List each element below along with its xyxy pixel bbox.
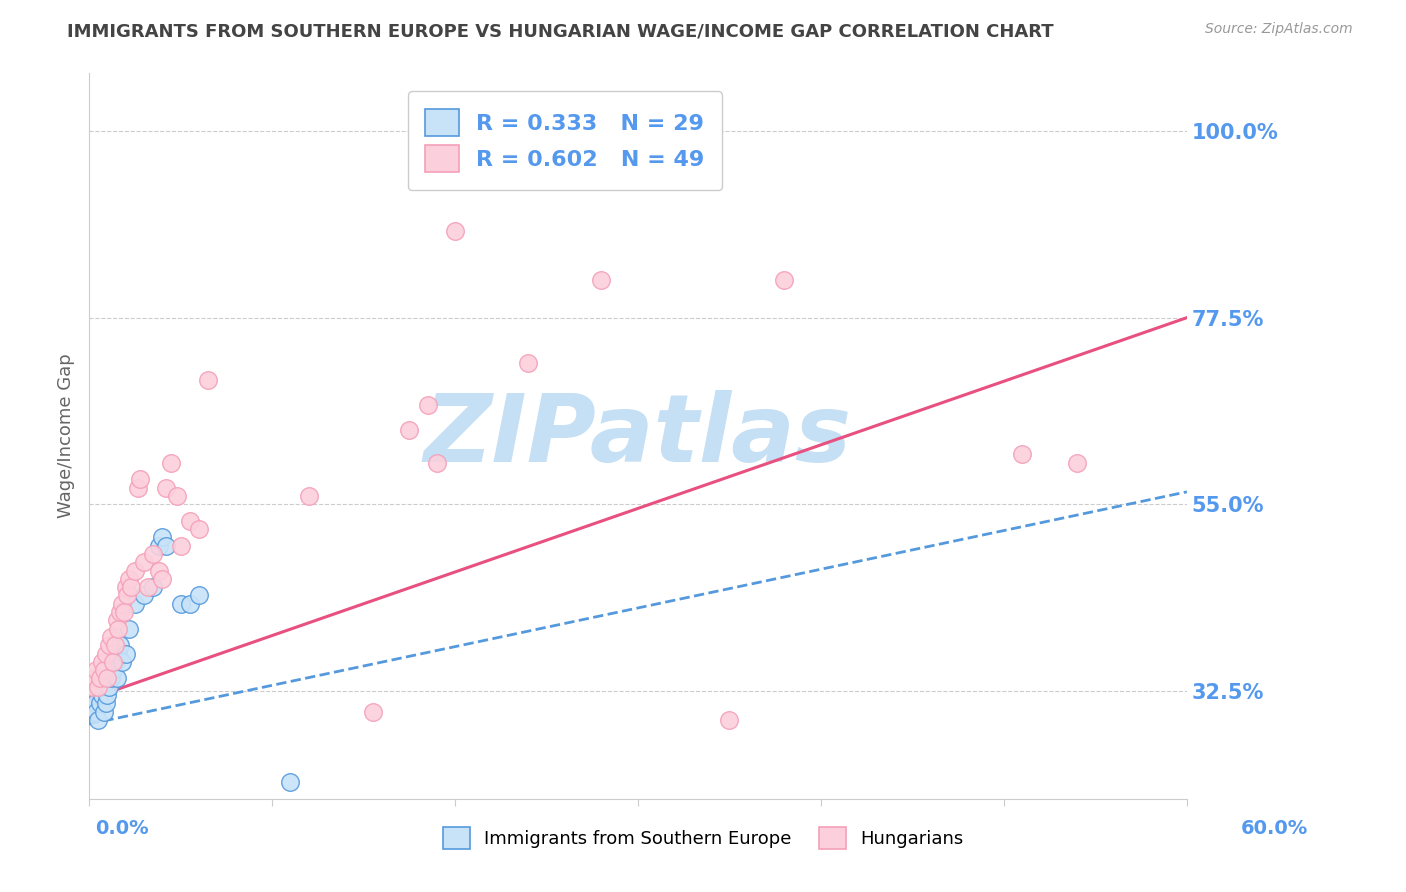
Point bbox=[90, 655, 112, 669]
Point bbox=[1066, 456, 1088, 470]
Point bbox=[98, 680, 121, 694]
Point bbox=[142, 580, 165, 594]
Point bbox=[187, 522, 209, 536]
Point bbox=[112, 605, 135, 619]
Point bbox=[169, 597, 191, 611]
Point bbox=[117, 589, 139, 603]
Text: ZIPatlas: ZIPatlas bbox=[425, 390, 852, 482]
Point bbox=[120, 580, 142, 594]
Point bbox=[129, 472, 152, 486]
Point bbox=[111, 597, 134, 611]
Point bbox=[94, 696, 117, 710]
Point bbox=[197, 373, 219, 387]
Point bbox=[280, 775, 302, 789]
Point bbox=[114, 647, 136, 661]
Point bbox=[127, 481, 149, 495]
Point bbox=[87, 680, 110, 694]
Point bbox=[96, 672, 118, 686]
Point bbox=[111, 655, 134, 669]
Point bbox=[93, 663, 115, 677]
Point bbox=[86, 663, 108, 677]
Y-axis label: Wage/Income Gap: Wage/Income Gap bbox=[58, 353, 75, 518]
Point bbox=[104, 638, 127, 652]
Point bbox=[1011, 448, 1033, 462]
Point bbox=[444, 223, 467, 237]
Point bbox=[132, 555, 155, 569]
Point bbox=[89, 696, 111, 710]
Point bbox=[107, 622, 129, 636]
Point bbox=[591, 273, 613, 287]
Point bbox=[96, 688, 118, 702]
Point bbox=[155, 481, 177, 495]
Point bbox=[101, 655, 124, 669]
Point bbox=[100, 630, 122, 644]
Point bbox=[98, 638, 121, 652]
Point bbox=[101, 663, 124, 677]
Point bbox=[416, 398, 439, 412]
Point bbox=[124, 564, 146, 578]
Point bbox=[187, 589, 209, 603]
Text: Source: ZipAtlas.com: Source: ZipAtlas.com bbox=[1205, 22, 1353, 37]
Point bbox=[148, 564, 170, 578]
Point bbox=[148, 539, 170, 553]
Point bbox=[155, 539, 177, 553]
Point bbox=[83, 696, 105, 710]
Point bbox=[105, 672, 128, 686]
Point bbox=[100, 672, 122, 686]
Point bbox=[108, 605, 131, 619]
Point bbox=[150, 531, 173, 545]
Point bbox=[160, 456, 183, 470]
Point bbox=[118, 622, 141, 636]
Point bbox=[82, 705, 104, 719]
Point bbox=[517, 356, 540, 370]
Text: 0.0%: 0.0% bbox=[96, 820, 149, 838]
Text: IMMIGRANTS FROM SOUTHERN EUROPE VS HUNGARIAN WAGE/INCOME GAP CORRELATION CHART: IMMIGRANTS FROM SOUTHERN EUROPE VS HUNGA… bbox=[67, 22, 1054, 40]
Point bbox=[169, 539, 191, 553]
Point bbox=[108, 638, 131, 652]
Point bbox=[89, 672, 111, 686]
Text: 60.0%: 60.0% bbox=[1240, 820, 1308, 838]
Point bbox=[132, 589, 155, 603]
Point bbox=[398, 423, 420, 437]
Legend: R = 0.333   N = 29, R = 0.602   N = 49: R = 0.333 N = 29, R = 0.602 N = 49 bbox=[408, 91, 723, 190]
Point bbox=[86, 705, 108, 719]
Point bbox=[150, 572, 173, 586]
Point bbox=[82, 680, 104, 694]
Point bbox=[107, 647, 129, 661]
Point bbox=[142, 547, 165, 561]
Point bbox=[136, 580, 159, 594]
Point bbox=[93, 705, 115, 719]
Point bbox=[105, 613, 128, 627]
Point bbox=[166, 489, 188, 503]
Point bbox=[118, 572, 141, 586]
Point bbox=[94, 647, 117, 661]
Point bbox=[124, 597, 146, 611]
Point bbox=[90, 688, 112, 702]
Legend: Immigrants from Southern Europe, Hungarians: Immigrants from Southern Europe, Hungari… bbox=[433, 818, 973, 858]
Point bbox=[179, 597, 201, 611]
Point bbox=[87, 713, 110, 727]
Point bbox=[773, 273, 796, 287]
Point bbox=[361, 705, 384, 719]
Point bbox=[426, 456, 449, 470]
Point bbox=[718, 713, 741, 727]
Point bbox=[298, 489, 321, 503]
Point bbox=[114, 580, 136, 594]
Point bbox=[104, 655, 127, 669]
Point bbox=[179, 514, 201, 528]
Point bbox=[83, 672, 105, 686]
